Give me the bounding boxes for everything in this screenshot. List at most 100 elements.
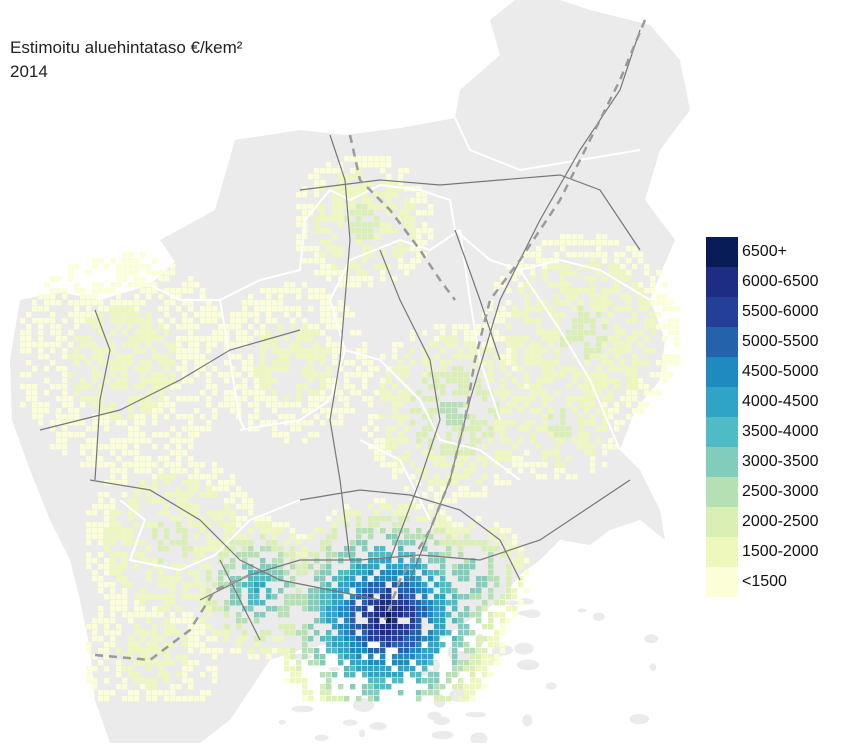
price-cell — [278, 324, 284, 330]
price-cell — [248, 354, 254, 360]
price-cell — [524, 336, 530, 342]
price-cell — [80, 336, 86, 342]
price-cell — [158, 612, 164, 618]
price-cell — [224, 402, 230, 408]
price-cell — [110, 528, 116, 534]
price-cell — [494, 630, 500, 636]
price-cell — [278, 366, 284, 372]
price-cell — [674, 342, 680, 348]
price-cell — [140, 654, 146, 660]
price-cell — [374, 684, 380, 690]
price-cell — [152, 606, 158, 612]
price-cell — [266, 366, 272, 372]
price-cell — [470, 588, 476, 594]
price-cell — [620, 264, 626, 270]
price-cell — [260, 300, 266, 306]
price-cell — [374, 696, 380, 702]
price-cell — [458, 570, 464, 576]
price-cell — [404, 216, 410, 222]
price-cell — [422, 378, 428, 384]
price-cell — [254, 384, 260, 390]
price-cell — [122, 612, 128, 618]
price-cell — [350, 684, 356, 690]
price-cell — [266, 522, 272, 528]
price-cell — [464, 324, 470, 330]
price-cell — [422, 426, 428, 432]
price-cell — [488, 642, 494, 648]
price-cell — [176, 528, 182, 534]
price-cell — [440, 630, 446, 636]
price-cell — [332, 246, 338, 252]
price-cell — [380, 630, 386, 636]
price-cell — [146, 666, 152, 672]
price-cell — [92, 420, 98, 426]
price-cell — [416, 618, 422, 624]
price-cell — [440, 402, 446, 408]
price-cell — [362, 360, 368, 366]
price-cell — [224, 600, 230, 606]
price-cell — [404, 510, 410, 516]
price-cell — [188, 696, 194, 702]
price-cell — [368, 198, 374, 204]
price-cell — [350, 540, 356, 546]
price-cell — [560, 420, 566, 426]
price-cell — [32, 396, 38, 402]
price-cell — [434, 582, 440, 588]
price-cell — [398, 390, 404, 396]
price-cell — [380, 390, 386, 396]
price-cell — [128, 528, 134, 534]
price-cell — [152, 282, 158, 288]
price-cell — [650, 276, 656, 282]
price-cell — [530, 462, 536, 468]
price-cell — [80, 318, 86, 324]
price-cell — [452, 528, 458, 534]
price-cell — [320, 540, 326, 546]
price-cell — [464, 354, 470, 360]
map-year: 2014 — [10, 62, 48, 81]
price-cell — [368, 528, 374, 534]
price-cell — [194, 696, 200, 702]
legend-swatch — [706, 327, 738, 357]
price-cell — [320, 654, 326, 660]
price-cell — [134, 456, 140, 462]
price-cell — [158, 510, 164, 516]
price-cell — [158, 660, 164, 666]
price-cell — [236, 396, 242, 402]
price-cell — [92, 678, 98, 684]
price-cell — [152, 444, 158, 450]
price-cell — [32, 300, 38, 306]
price-cell — [326, 606, 332, 612]
price-cell — [242, 384, 248, 390]
price-cell — [230, 408, 236, 414]
price-cell — [86, 456, 92, 462]
price-cell — [128, 636, 134, 642]
price-cell — [62, 390, 68, 396]
price-cell — [134, 348, 140, 354]
price-cell — [236, 318, 242, 324]
price-cell — [284, 630, 290, 636]
price-cell — [530, 360, 536, 366]
price-cell — [248, 648, 254, 654]
price-cell — [638, 252, 644, 258]
price-cell — [278, 576, 284, 582]
price-cell — [314, 186, 320, 192]
price-cell — [224, 372, 230, 378]
price-cell — [272, 408, 278, 414]
price-cell — [236, 582, 242, 588]
price-cell — [572, 240, 578, 246]
price-cell — [230, 558, 236, 564]
price-cell — [416, 234, 422, 240]
price-cell — [194, 582, 200, 588]
price-cell — [134, 276, 140, 282]
price-cell — [272, 396, 278, 402]
price-cell — [128, 540, 134, 546]
price-cell — [224, 612, 230, 618]
legend-swatch — [706, 417, 738, 447]
price-cell — [644, 402, 650, 408]
price-cell — [572, 354, 578, 360]
price-cell — [200, 336, 206, 342]
price-cell — [620, 270, 626, 276]
price-cell — [302, 654, 308, 660]
price-cell — [344, 588, 350, 594]
price-cell — [290, 534, 296, 540]
